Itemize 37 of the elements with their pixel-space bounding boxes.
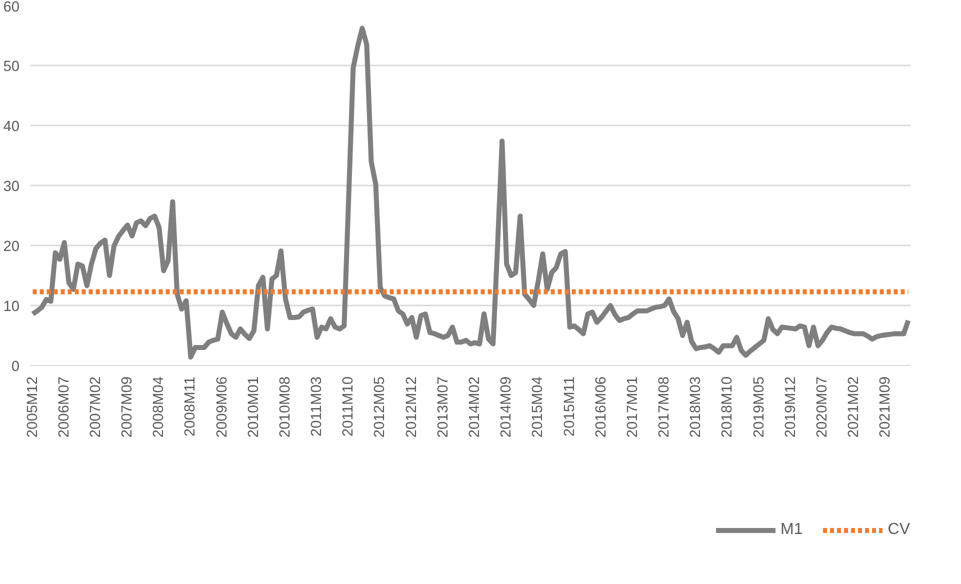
x-tick-label: 2018M10 <box>720 376 736 438</box>
legend-label: M1 <box>780 521 803 539</box>
y-tick-label: 10 <box>3 299 20 315</box>
x-tick-label: 2008M11 <box>182 376 199 437</box>
y-tick-label: 50 <box>3 59 20 75</box>
x-tick-label: 2021M02 <box>846 376 862 438</box>
x-tick-label: 2005M12 <box>24 376 41 438</box>
x-tick-label: 2009M06 <box>214 376 230 438</box>
x-tick-label: 2008M04 <box>151 376 168 438</box>
x-tick-label: 2012M05 <box>372 376 388 438</box>
x-tick-label: 2010M01 <box>246 376 262 438</box>
y-tick-label: 0 <box>11 359 20 375</box>
x-tick-label: 2017M01 <box>624 376 641 438</box>
y-tick-label: 40 <box>3 119 20 135</box>
y-tick-label: 30 <box>3 179 20 195</box>
x-tick-label: 2019M12 <box>782 376 799 438</box>
x-tick-label: 2014M02 <box>467 376 484 438</box>
x-tick-label: 2021M09 <box>878 376 894 438</box>
x-tick-label: 2006M07 <box>56 376 72 438</box>
x-tick-label: 2011M10 <box>340 376 357 437</box>
x-tick-label: 2007M09 <box>120 376 136 438</box>
x-tick-label: 2013M07 <box>435 376 452 438</box>
x-tick-label: 2019M05 <box>751 376 768 438</box>
x-tick-label: 2015M11 <box>562 376 578 437</box>
x-tick-label: 2012M12 <box>404 376 420 438</box>
y-tick-label: 60 <box>3 0 20 16</box>
x-tick-label: 2014M09 <box>498 376 515 438</box>
x-tick-label: 2010M08 <box>277 376 294 438</box>
x-tick-label: 2020M07 <box>814 376 830 438</box>
x-tick-label: 2007M02 <box>88 376 104 438</box>
x-tick-label: 2016M06 <box>593 376 610 438</box>
y-tick-label: 20 <box>3 239 20 255</box>
x-tick-label: 2017M08 <box>656 376 673 438</box>
legend-label: CV <box>888 521 910 539</box>
x-tick-label: 2011M03 <box>309 376 326 437</box>
x-tick-label: 2018M03 <box>688 376 704 438</box>
x-tick-label: 2015M04 <box>530 376 546 438</box>
